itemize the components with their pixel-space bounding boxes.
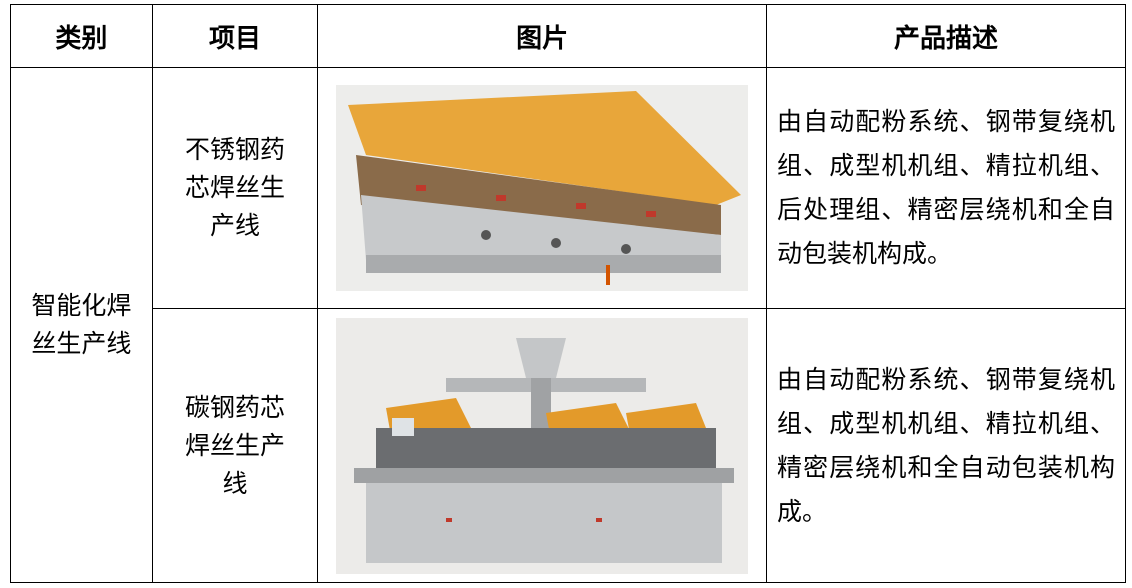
description-text: 由自动配粉系统、钢带复绕机组、成型机机组、精拉机组、精密层绕机和全自动包装机构成… (777, 364, 1116, 526)
header-row: 类别 项目 图片 产品描述 (10, 4, 1126, 68)
description-text: 由自动配粉系统、钢带复绕机组、成型机机组、精拉机组、后处理组、精密层绕机和全自动… (777, 107, 1116, 268)
image-cell (317, 308, 768, 583)
machine-photo (336, 85, 749, 291)
description-cell: 由自动配粉系统、钢带复绕机组、成型机机组、精拉机组、精密层绕机和全自动包装机构成… (766, 308, 1126, 583)
category-text: 智能化焊丝生产线 (31, 291, 132, 358)
item-cell: 不锈钢药芯焊丝生产线 (151, 67, 319, 309)
category-cell: 智能化焊丝生产线 (10, 67, 153, 583)
item-cell: 碳钢药芯焊丝生产线 (151, 308, 319, 583)
item-text: 碳钢药芯焊丝生产线 (185, 392, 286, 498)
header-cell: 产品描述 (766, 4, 1126, 68)
header-cell: 图片 (317, 4, 768, 68)
header-cell: 项目 (151, 4, 319, 68)
table-row: 碳钢药芯焊丝生产线 由自动配粉系统、钢带复绕机组、成型机机组、精拉机组、精密层绕… (11, 308, 1126, 583)
header-cell: 类别 (10, 4, 153, 68)
product-table: 类别 项目 图片 产品描述 智能化焊丝生产线 不锈钢药芯焊丝生产线 由自动配粉系… (10, 4, 1126, 583)
table-row: 智能化焊丝生产线 不锈钢药芯焊丝生产线 由自动配粉系统、钢带复绕机组、成型机机组… (10, 67, 1126, 583)
image-cell (317, 67, 768, 309)
item-text: 不锈钢药芯焊丝生产线 (185, 135, 286, 240)
machine-photo (336, 317, 749, 574)
description-cell: 由自动配粉系统、钢带复绕机组、成型机机组、精拉机组、后处理组、精密层绕机和全自动… (766, 67, 1126, 309)
